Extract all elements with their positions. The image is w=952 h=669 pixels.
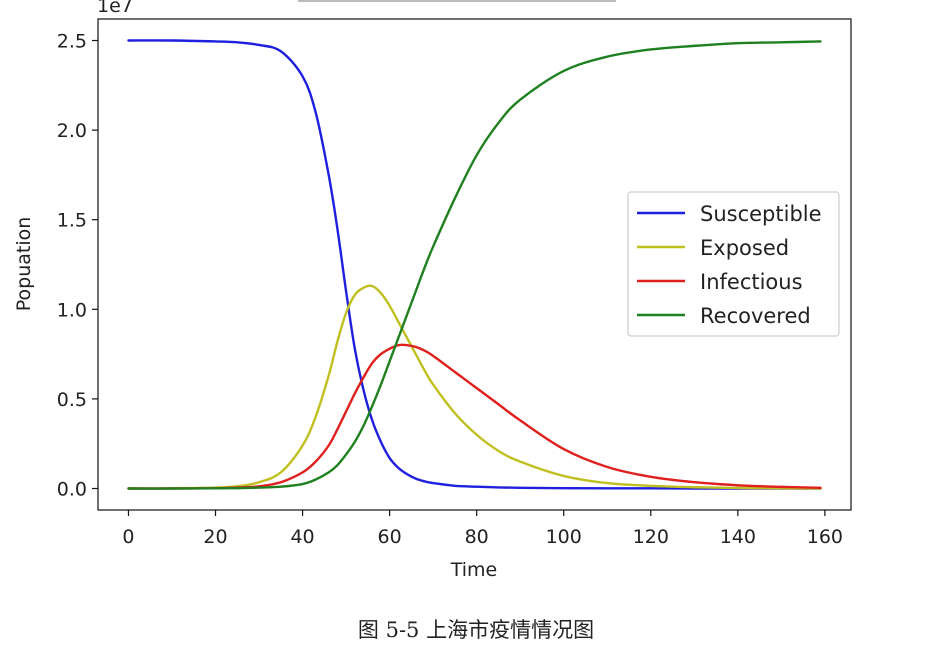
x-tick-label: 20	[203, 526, 227, 548]
series-line-susceptible	[127, 39, 822, 490]
series-layer	[127, 39, 822, 490]
y-tick-label: 0.5	[57, 389, 87, 411]
y-tick-label: 1.0	[57, 299, 87, 321]
x-tick-label: 60	[378, 526, 402, 548]
y-scale-label: 1e7	[97, 0, 133, 17]
x-axis: 0 20 40 60 80 100 120 140 160	[122, 510, 843, 548]
x-tick-label: 40	[290, 526, 314, 548]
figure-caption: 图 5-5 上海市疫情情况图	[357, 618, 595, 642]
x-axis-label: Time	[450, 559, 498, 581]
y-tick-label: 2.5	[57, 31, 87, 53]
legend-box	[627, 191, 840, 337]
legend-label-infectious: Infectious	[700, 270, 803, 294]
series-line-recovered	[127, 40, 822, 490]
legend: Susceptible Exposed Infectious Recovered	[627, 191, 840, 337]
legend-label-susceptible: Susceptible	[700, 202, 822, 226]
plot-area	[97, 18, 852, 511]
y-axis-label: Popuation	[13, 217, 35, 312]
y-axis: 0.0 0.5 1.0 1.5 2.0 2.5	[57, 31, 98, 500]
x-tick-label: 0	[122, 526, 134, 548]
x-tick-label: 80	[465, 526, 489, 548]
x-tick-label: 120	[633, 526, 669, 548]
x-tick-label: 100	[546, 526, 582, 548]
plot-frame	[97, 18, 852, 511]
y-tick-label: 1.5	[57, 210, 87, 232]
y-tick-label: 2.0	[57, 120, 87, 142]
x-tick-label: 160	[807, 526, 843, 548]
series-line-infectious	[127, 343, 822, 490]
x-tick-label: 140	[720, 526, 756, 548]
series-line-exposed	[127, 284, 822, 490]
legend-label-exposed: Exposed	[700, 236, 789, 260]
y-tick-label: 0.0	[57, 478, 87, 500]
legend-label-recovered: Recovered	[700, 304, 811, 328]
